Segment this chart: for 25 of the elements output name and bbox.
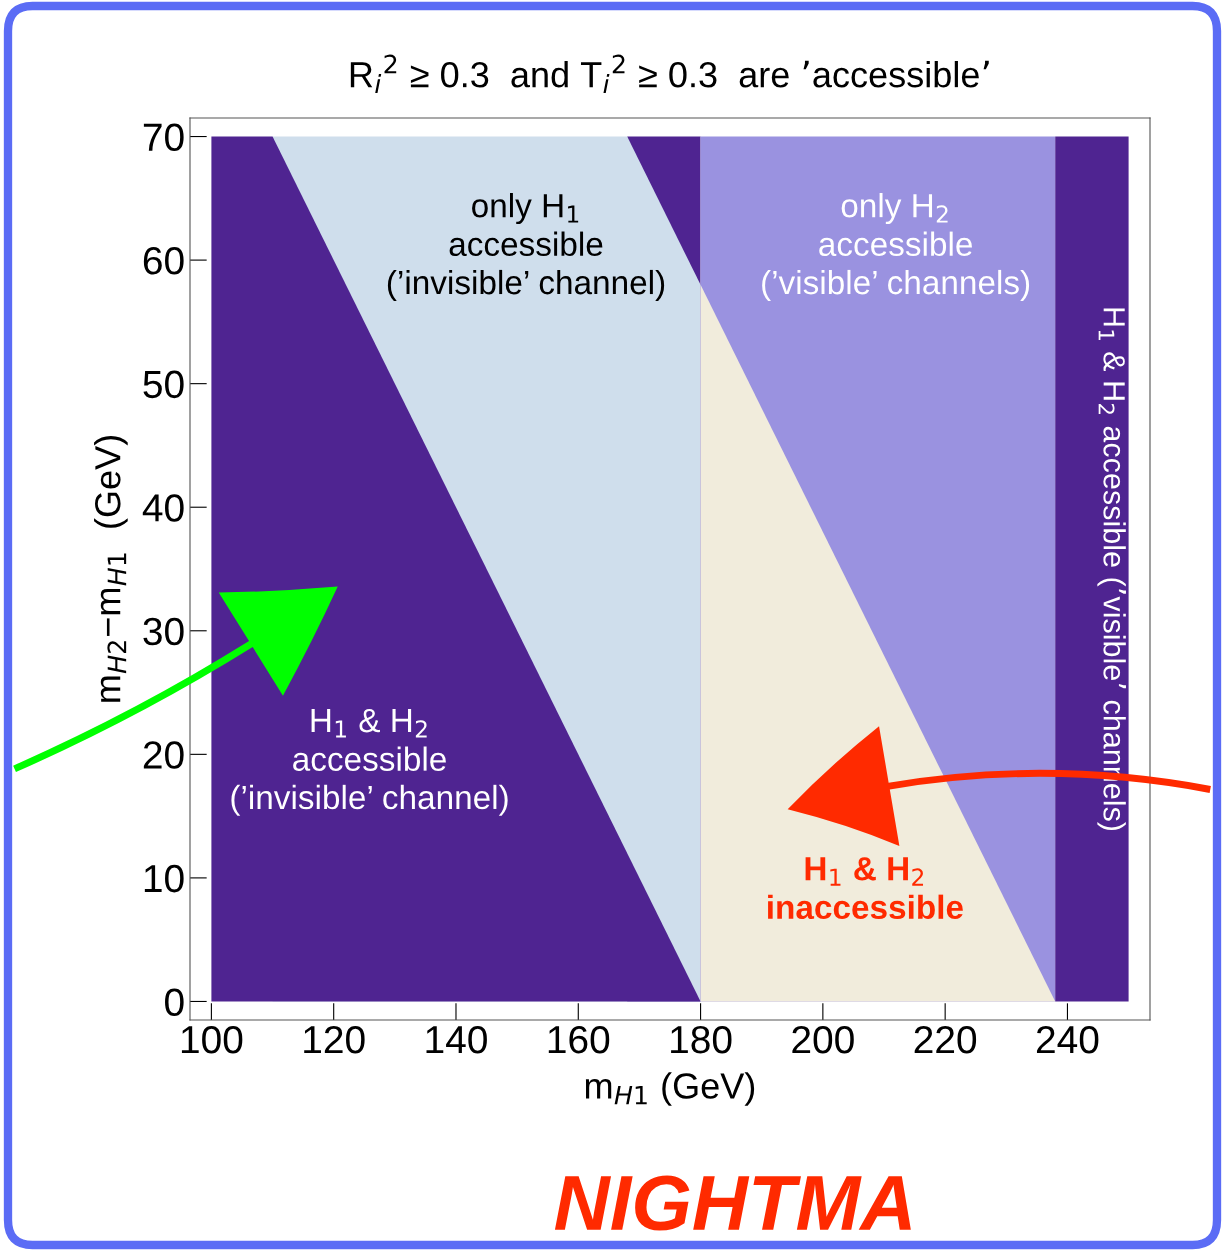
x-tick-label: 220 bbox=[914, 1025, 977, 1054]
annotation: only H$_{2}$ accessible (’visible’ channels) bbox=[762, 193, 1030, 301]
y-tick-label: 0 bbox=[165, 988, 184, 1016]
x-tick-label: 160 bbox=[548, 1025, 610, 1054]
y-axis-title: m$_{H2}$−m$_{H1}$ (GeV) bbox=[94, 436, 128, 702]
x-tick-label: 240 bbox=[1036, 1025, 1099, 1054]
x-tick-label: 120 bbox=[304, 1025, 365, 1054]
text: NIGHTMA bbox=[554, 1175, 911, 1231]
y-tick-label: 10 bbox=[144, 864, 184, 893]
y-tick-label: 30 bbox=[143, 617, 184, 646]
chart-title: R$_{i}$$^{2}$ ≥ 0.3 and T$_{i}$$^{2}$ ≥ 0.3 are ’accessible’ bbox=[350, 54, 989, 94]
y-tick-label: 20 bbox=[143, 741, 184, 769]
y-tick-label: 40 bbox=[142, 494, 184, 522]
x-axis-title: m$_{H1}$ (GeV) bbox=[585, 1072, 755, 1106]
annotation: only H$_{1}$ accessible (’invisible’ channel) bbox=[387, 193, 665, 301]
y-tick-label: 60 bbox=[143, 247, 184, 275]
x-tick-label: 200 bbox=[792, 1025, 854, 1054]
annotation: H$_{1}$ & H$_{2}$ inaccessible bbox=[768, 857, 963, 920]
annotation: H$_{1}$ & H$_{2}$ accessible (’visible’ channels) bbox=[1097, 308, 1126, 831]
y-tick-label: 50 bbox=[143, 370, 184, 399]
x-tick-label: 180 bbox=[671, 1025, 732, 1054]
y-tick-label: 70 bbox=[143, 123, 184, 152]
x-tick-label: 140 bbox=[426, 1025, 487, 1054]
x-tick-label: 100 bbox=[181, 1025, 243, 1054]
annotation: H$_{1}$ & H$_{2}$ accessible (’invisible’ channel) bbox=[231, 708, 508, 816]
